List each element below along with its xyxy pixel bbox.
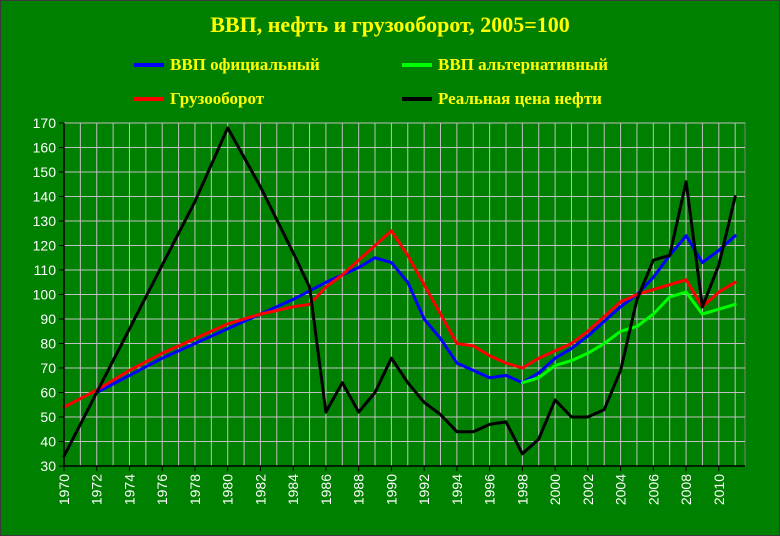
- x-tick-label: 1970: [56, 474, 72, 505]
- legend-item-gdp-official: ВВП официальный: [134, 55, 320, 75]
- y-tick-label: 170: [33, 115, 57, 131]
- y-tick-label: 70: [40, 360, 56, 376]
- x-tick-label: 2002: [580, 474, 596, 505]
- series-layer: [62, 126, 737, 458]
- legend-item-gdp-alternative: ВВП альтернативный: [402, 55, 608, 75]
- series-oil-price: [62, 126, 737, 458]
- x-tick-label: 1986: [318, 474, 334, 505]
- x-tick-label: 1994: [449, 474, 465, 505]
- legend-item-freight: Грузооборот: [134, 89, 264, 109]
- x-tick-label: 2006: [645, 474, 661, 505]
- legend-item-oil-price: Реальная цена нефти: [402, 89, 602, 109]
- series-gdp-official: [95, 234, 737, 394]
- x-tick-label: 1974: [121, 474, 137, 505]
- y-tick-label: 90: [40, 311, 56, 327]
- legend-label-gdp-official: ВВП официальный: [170, 55, 320, 74]
- y-tick-label: 30: [40, 458, 56, 474]
- y-tick-label: 110: [34, 262, 57, 278]
- x-tick-label: 2004: [613, 474, 629, 505]
- x-tick-label: 2000: [547, 474, 563, 505]
- x-tick-label: 1998: [514, 474, 530, 505]
- legend-label-gdp-alternative: ВВП альтернативный: [438, 55, 609, 74]
- y-tick-label: 60: [40, 385, 56, 401]
- series-freight: [62, 229, 737, 409]
- x-tick-label: 1992: [416, 474, 432, 505]
- x-tick-label: 1990: [383, 474, 399, 505]
- legend-label-oil-price: Реальная цена нефти: [438, 89, 602, 108]
- y-tick-label: 100: [33, 287, 57, 303]
- x-tick-label: 1982: [252, 474, 268, 505]
- x-tick-label: 1996: [482, 474, 498, 505]
- y-tick-label: 40: [40, 434, 56, 450]
- y-tick-label: 50: [40, 409, 56, 425]
- y-tick-label: 150: [33, 164, 57, 180]
- legend-swatch-freight: [134, 97, 164, 101]
- x-tick-label: 1976: [154, 474, 170, 505]
- legend-swatch-gdp-official: [134, 63, 164, 67]
- y-tick-label: 140: [33, 189, 57, 205]
- legend-label-freight: Грузооборот: [170, 89, 265, 108]
- x-tick-label: 2010: [711, 474, 727, 505]
- y-tick-label: 160: [33, 140, 57, 156]
- y-tick-label: 130: [33, 213, 57, 229]
- x-tick-label: 1972: [89, 474, 105, 505]
- legend-swatch-oil-price: [402, 97, 432, 101]
- chart-grid: [63, 122, 746, 467]
- y-tick-label: 80: [40, 336, 56, 352]
- y-tick-label: 120: [33, 238, 57, 254]
- x-tick-label: 1984: [285, 474, 301, 505]
- legend-swatch-gdp-alternative: [402, 63, 432, 67]
- x-tick-label: 1980: [220, 474, 236, 505]
- x-tick-label: 2008: [678, 474, 694, 505]
- chart-axes: 30 40 50 60 70 80 90 100 110 120 130 140 150 160 170 19…: [33, 115, 745, 505]
- x-tick-label: 1988: [351, 474, 367, 505]
- x-tick-label: 1978: [187, 474, 203, 505]
- chart-title: ВВП, нефть и грузооборот, 2005=100: [210, 12, 570, 37]
